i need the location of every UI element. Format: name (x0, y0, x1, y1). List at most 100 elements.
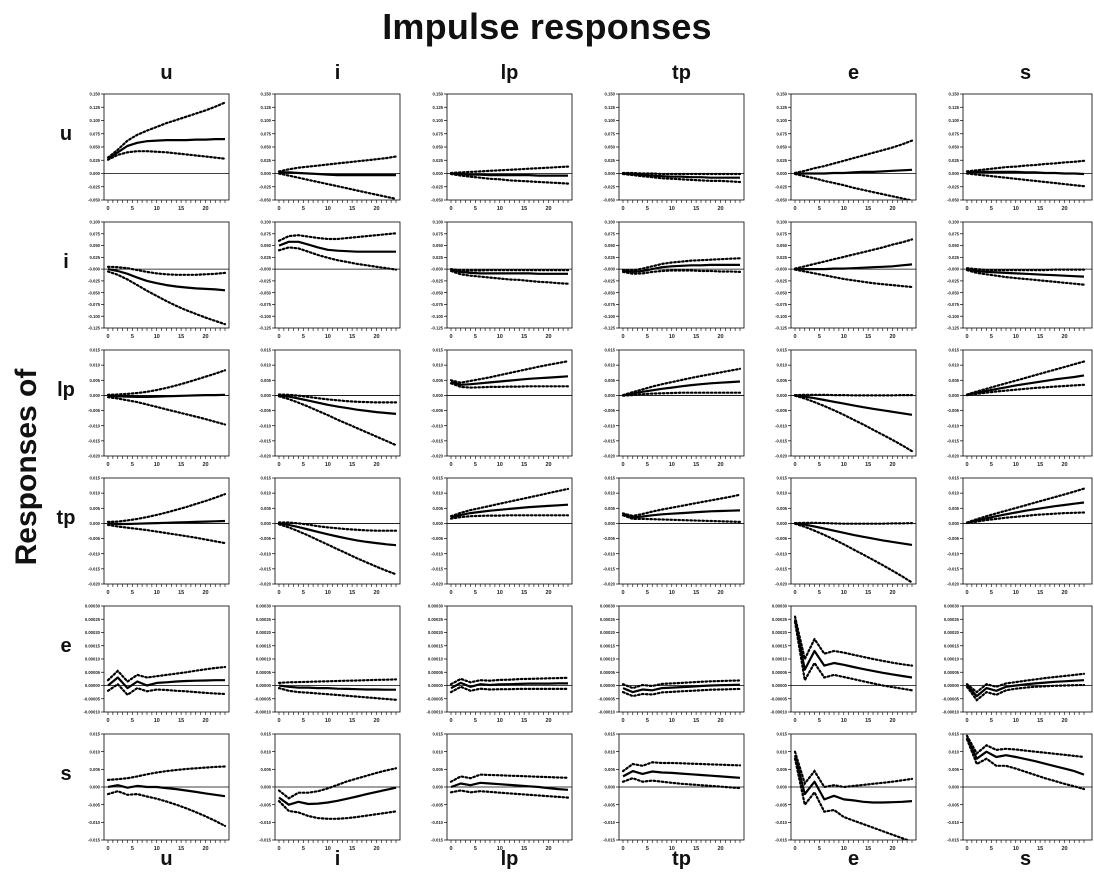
y-tick-label: 0.00010 (428, 657, 444, 662)
x-tick-label: 10 (497, 846, 503, 852)
x-tick-label: 15 (1037, 590, 1043, 596)
response-line (794, 394, 913, 416)
upper-band-line (621, 493, 742, 518)
x-tick-label: 10 (497, 462, 503, 468)
y-tick-label: 0.025 (777, 158, 788, 163)
x-tick-label: 0 (793, 846, 796, 852)
upper-band-line (449, 360, 570, 384)
y-tick-label: -0.005 (947, 408, 960, 413)
y-tick-label: 0.00020 (944, 630, 960, 635)
x-tick-label: 10 (154, 334, 160, 340)
response-line (966, 170, 1085, 176)
y-tick-label: 0.00000 (428, 683, 444, 688)
y-tick-label: -0.010 (603, 551, 616, 556)
y-tick-label: 0.025 (605, 158, 616, 163)
x-tick-label: 15 (693, 206, 699, 212)
x-tick-label: 15 (865, 206, 871, 212)
x-tick-label: 10 (841, 718, 847, 724)
x-tick-label: 0 (277, 590, 280, 596)
y-tick-label: -0.00005 (254, 696, 271, 701)
panel-frame (274, 605, 401, 713)
row-head-i: i (63, 251, 69, 273)
y-tick-label: 0.015 (433, 348, 444, 353)
col-head-bottom-lp: lp (500, 848, 519, 870)
x-tick-label: 20 (717, 462, 723, 468)
y-tick-label: 0.00005 (600, 670, 616, 675)
x-tick-label: 0 (965, 846, 968, 852)
x-tick-label: 10 (669, 846, 675, 852)
y-tick-label: -0.005 (775, 536, 788, 541)
panel-frame (446, 605, 573, 713)
x-tick-label: 20 (1061, 590, 1067, 596)
y-tick-label: 0.050 (777, 145, 788, 150)
x-tick-label: 15 (693, 590, 699, 596)
y-tick-label: 0.050 (90, 243, 101, 248)
lower-band-line (965, 683, 1086, 702)
y-tick-label: 0.100 (90, 118, 101, 123)
y-tick-label: 0.010 (261, 749, 272, 754)
x-tick-label: 20 (202, 334, 208, 340)
upper-band-line (277, 155, 398, 173)
x-tick-label: 20 (717, 334, 723, 340)
x-tick-label: 0 (621, 590, 624, 596)
y-tick-label: -0.010 (431, 423, 444, 428)
x-tick-label: 10 (841, 590, 847, 596)
x-tick-label: 0 (449, 590, 452, 596)
x-tick-label: 20 (202, 846, 208, 852)
lower-band-line (449, 172, 570, 185)
lower-band-line (793, 172, 913, 200)
x-tick-label: 0 (621, 206, 624, 212)
x-tick-label: 20 (545, 206, 551, 212)
lower-band-line (277, 523, 398, 576)
y-tick-label: -0.100 (88, 314, 101, 319)
x-tick-label: 15 (865, 590, 871, 596)
y-tick-label: 0.005 (777, 506, 788, 511)
x-tick-label: 15 (178, 462, 184, 468)
y-tick-label: -0.00005 (83, 696, 100, 701)
x-tick-label: 0 (449, 846, 452, 852)
y-tick-label: -0.015 (259, 838, 272, 843)
x-tick-label: 15 (1037, 846, 1043, 852)
response-line (107, 676, 225, 690)
x-tick-label: 20 (545, 846, 551, 852)
y-tick-label: 0.010 (605, 363, 616, 368)
y-tick-label: 0.000 (261, 171, 272, 176)
y-tick-label: -0.015 (947, 838, 960, 843)
y-tick-label: -0.075 (259, 302, 272, 307)
panel-frame (103, 349, 230, 457)
response-line (278, 240, 396, 253)
y-tick-label: 0.150 (777, 92, 788, 97)
x-tick-label: 0 (277, 334, 280, 340)
y-tick-label: 0.150 (90, 92, 101, 97)
x-tick-label: 0 (277, 846, 280, 852)
y-tick-label: 0.00030 (256, 604, 272, 609)
x-tick-label: 15 (349, 590, 355, 596)
y-tick-label: -0.010 (88, 820, 101, 825)
lower-band-line (106, 523, 227, 545)
x-tick-label: 5 (646, 718, 649, 724)
y-tick-label: -0.010 (775, 423, 788, 428)
y-tick-label: 0.00015 (772, 643, 788, 648)
y-tick-label: 0.005 (90, 378, 101, 383)
x-tick-label: 20 (717, 590, 723, 596)
y-tick-label: 0.010 (90, 749, 101, 754)
panel-tp-to-i: 0.015 0.010 0.005 0.000 -0.005 -0.010 -0.015 -0… (259, 476, 401, 596)
y-tick-label: 0.000 (433, 393, 444, 398)
lower-band-line (277, 172, 398, 200)
y-tick-label: 0.015 (949, 476, 960, 481)
x-tick-label: 15 (1037, 334, 1043, 340)
y-tick-label: 0.015 (777, 348, 788, 353)
panel-lp-to-lp: 0.015 0.010 0.005 0.000 -0.005 -0.010 -0.015 -0… (431, 348, 573, 468)
x-tick-label: 10 (1013, 462, 1019, 468)
response-line (622, 683, 741, 694)
response-line (107, 393, 226, 398)
y-tick-label: -0.050 (88, 198, 101, 203)
panel-i-to-s: 0.100 0.075 0.050 0.025 -0.000 -0.025 -0.050 -0… (947, 220, 1093, 340)
y-tick-label: 0.025 (90, 158, 101, 163)
panel-e-to-i: 0.00030 0.00025 0.00020 0.00015 0.00010 0.000… (254, 604, 401, 724)
response-line (622, 509, 741, 519)
lower-band-line (965, 269, 1086, 286)
x-tick-label: 10 (325, 846, 331, 852)
x-tick-label: 15 (1037, 206, 1043, 212)
